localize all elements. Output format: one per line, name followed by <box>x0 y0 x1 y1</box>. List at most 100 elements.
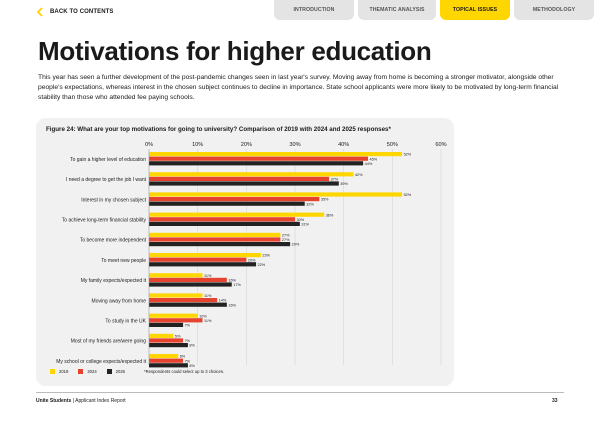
page-title: Motivations for higher education <box>38 36 432 66</box>
x-tick-label: 10% <box>192 142 203 148</box>
bar-2025 <box>149 363 188 368</box>
value-label-2019: 52% <box>404 153 412 157</box>
footer-brand: Unite Students <box>36 398 72 404</box>
intro-paragraph: This year has seen a further development… <box>38 74 559 101</box>
value-label-2019: 10% <box>199 314 207 318</box>
bar-2019 <box>149 273 203 278</box>
legend-item-2019: 2019 <box>50 369 68 374</box>
bar-2024 <box>149 277 227 282</box>
bar-2019 <box>149 333 174 338</box>
bar-2019 <box>149 313 198 318</box>
bar-2025 <box>149 322 184 327</box>
back-to-contents-label: BACK TO CONTENTS <box>50 9 114 15</box>
bar-2024 <box>149 358 184 363</box>
value-label-2025: 39% <box>340 182 348 186</box>
page-number: 33 <box>552 398 558 404</box>
value-label-2019: 27% <box>282 234 290 238</box>
bar-2025 <box>149 201 305 206</box>
category-label: My family expects/expected it <box>81 278 147 284</box>
back-to-contents-link[interactable]: BACK TO CONTENTS <box>36 6 114 18</box>
value-label-2025: 31% <box>301 223 309 227</box>
bar-2024 <box>149 197 320 202</box>
category-label: I need a degree to get the job I want <box>66 177 147 183</box>
bar-2024 <box>149 257 247 262</box>
value-label-2019: 23% <box>262 254 270 258</box>
bar-chart: 0% 10% 20% 30% 40% 50% 60% To gain a higher lev… <box>56 142 446 368</box>
value-label-2025: 29% <box>292 243 300 247</box>
value-label-2019: 6% <box>180 355 186 359</box>
x-tick-label: 0% <box>145 142 153 148</box>
category-label: Most of my friends are/were going <box>71 339 147 345</box>
value-label-2025: 7% <box>185 324 191 328</box>
x-tick-label: 40% <box>338 142 349 148</box>
value-label-2025: 16% <box>228 303 236 307</box>
bar-2019 <box>149 152 403 157</box>
value-label-2025: 44% <box>365 162 373 166</box>
value-label-2025: 8% <box>189 364 195 368</box>
legend-label-2025: 2025 <box>115 369 125 374</box>
category-label: To achieve long-term financial stability <box>62 218 147 224</box>
tab-thematic-analysis[interactable]: THEMATIC ANALYSIS <box>358 0 436 20</box>
value-label-2019: 36% <box>326 213 334 217</box>
value-label-2025: 32% <box>306 202 314 206</box>
value-label-2019: 52% <box>404 193 412 197</box>
legend-swatch-2024 <box>78 369 84 374</box>
value-label-2024: 7% <box>185 339 191 343</box>
legend-swatch-2025 <box>106 369 112 374</box>
bar-2025 <box>149 181 339 186</box>
chevron-left-icon <box>36 7 43 17</box>
bar-2025 <box>149 302 227 307</box>
bar-2024 <box>149 338 184 343</box>
legend-label-2019: 2019 <box>59 369 69 374</box>
bar-2025 <box>149 242 291 247</box>
bar-2024 <box>149 318 203 323</box>
category-label: Interest in my chosen subject <box>81 197 146 203</box>
legend-item-2024: 2024 <box>78 369 97 374</box>
value-label-2025: 8% <box>189 344 195 348</box>
bar-2024 <box>149 217 295 222</box>
tab-methodology[interactable]: METHODOLOGY <box>514 0 594 20</box>
category-label: My school or college expects/expected it <box>56 359 146 365</box>
bar-2019 <box>149 172 354 177</box>
value-label-2019: 5% <box>175 335 181 339</box>
footer-separator: | <box>72 398 74 404</box>
bar-2024 <box>149 298 218 303</box>
x-tick-label: 50% <box>387 142 398 148</box>
value-label-2024: 27% <box>282 238 290 242</box>
footer: Unite Students | Applicant Index Report <box>36 398 126 404</box>
bar-2025 <box>149 221 300 226</box>
tab-introduction[interactable]: INTRODUCTION <box>274 0 354 20</box>
value-label-2025: 17% <box>233 283 241 287</box>
bar-2024 <box>149 237 281 242</box>
category-label: To study in the UK <box>105 319 146 325</box>
tab-topical-issues[interactable]: TOPICAL ISSUES <box>440 0 510 20</box>
value-label-2024: 11% <box>204 319 212 323</box>
category-label: To gain a higher level of education <box>70 157 146 163</box>
section-tabs: INTRODUCTION THEMATIC ANALYSIS TOPICAL I… <box>274 0 594 20</box>
value-label-2024: 14% <box>219 299 227 303</box>
bar-2019 <box>149 293 203 298</box>
value-label-2024: 7% <box>185 359 191 363</box>
x-tick-label: 20% <box>241 142 252 148</box>
bar-2019 <box>149 192 403 197</box>
x-tick-label: 60% <box>435 142 446 148</box>
footer-divider <box>36 392 564 393</box>
value-label-2024: 16% <box>228 279 236 283</box>
value-label-2019: 11% <box>204 274 212 278</box>
bar-2019 <box>149 232 281 237</box>
footer-report-name: Applicant Index Report <box>75 398 126 404</box>
figure-footnote: *Respondents could select up to 3 choice… <box>144 369 225 374</box>
bar-2019 <box>149 354 179 359</box>
legend-swatch-2019 <box>50 369 55 374</box>
x-tick-label: 30% <box>289 142 300 148</box>
value-label-2024: 45% <box>370 157 378 161</box>
bar-2019 <box>149 212 325 217</box>
legend-item-2025: 2025 <box>106 369 125 374</box>
bar-2025 <box>149 161 364 166</box>
bar-2024 <box>149 156 368 161</box>
legend-label-2024: 2024 <box>87 369 97 374</box>
bar-2025 <box>149 282 232 287</box>
figure-title: Figure 24: What are your top motivations… <box>46 126 391 133</box>
value-label-2019: 42% <box>355 173 363 177</box>
value-label-2024: 37% <box>331 178 339 182</box>
